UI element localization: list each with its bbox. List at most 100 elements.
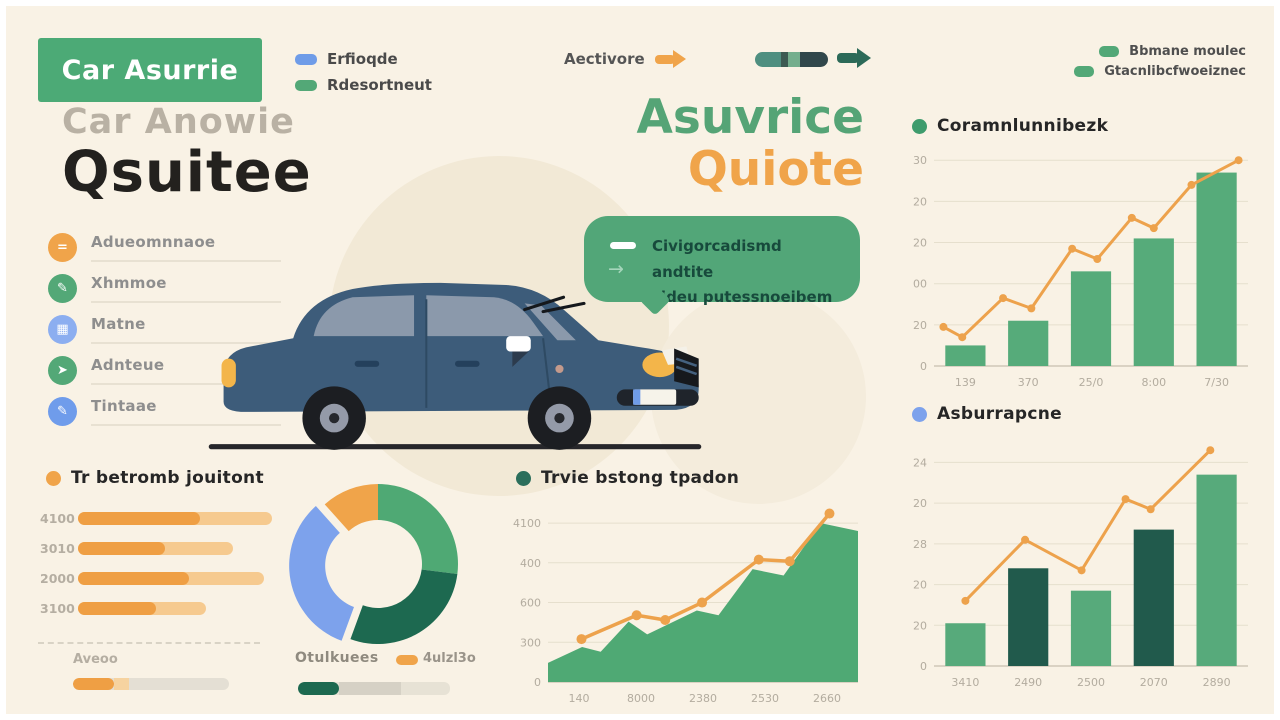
checklist-item[interactable]: ➤ Adnteue bbox=[48, 355, 281, 385]
section-title-label: Trvie bstong tpadon bbox=[541, 468, 740, 488]
x-tick-label: 8:00 bbox=[1141, 376, 1166, 389]
y-tick-label: 600 bbox=[520, 597, 541, 610]
grille-slat bbox=[675, 357, 698, 368]
progress-fill bbox=[73, 678, 114, 690]
bar bbox=[1196, 172, 1237, 366]
header-legend-left: Erfioqde Rdesortneut bbox=[295, 50, 432, 94]
line-marker bbox=[1206, 446, 1215, 455]
coverage-donut-chart bbox=[282, 480, 470, 648]
spend-bar-track bbox=[78, 512, 272, 525]
trend-area-chart: 0 300 600 400 4100 140 8000 2380 2530 2660 bbox=[510, 498, 866, 714]
spend-bar-label: 3010 bbox=[40, 541, 75, 556]
spend-bar-list: 4100 3010 2000 3100 bbox=[40, 511, 280, 632]
arrow-right-icon bbox=[654, 50, 686, 68]
line-marker bbox=[961, 596, 970, 605]
spend-bar-fill bbox=[78, 602, 156, 615]
wipers bbox=[523, 295, 586, 314]
green-pill-icon bbox=[295, 79, 317, 91]
checklist-label: Xhmmoe bbox=[91, 274, 167, 292]
bar bbox=[1070, 271, 1112, 366]
orange-swatch-icon bbox=[396, 655, 418, 665]
spend-bar-label: 2000 bbox=[40, 571, 75, 586]
rear-wheel bbox=[302, 386, 366, 450]
checklist-item[interactable]: ✎ Tintaae bbox=[48, 396, 281, 426]
grid-icon: ▦ bbox=[48, 314, 77, 344]
blue-pill-icon bbox=[295, 53, 317, 65]
x-tick-label: 7/30 bbox=[1204, 376, 1229, 389]
progress-fill bbox=[298, 682, 340, 695]
checklist-item[interactable]: = Adueomnnaoe bbox=[48, 232, 281, 262]
car-rear-window bbox=[313, 295, 415, 337]
x-tick-label: 2530 bbox=[751, 692, 779, 705]
x-tick-label: 139 bbox=[955, 376, 976, 389]
donut-legend-label: Otulkuees bbox=[295, 650, 379, 666]
brand-badge: Car Asurrie bbox=[38, 38, 262, 102]
line-marker bbox=[1234, 156, 1243, 165]
y-tick-label: 20 bbox=[913, 237, 927, 250]
fuel-dot bbox=[555, 364, 564, 374]
quote-heading: Asuvrice Quiote bbox=[526, 92, 864, 195]
tooltip-line2: sideu putessnoeibem bbox=[652, 288, 833, 306]
line-marker bbox=[784, 556, 795, 567]
progress-mid bbox=[113, 678, 130, 690]
top-right-bar-line-chart: 0 20 00 20 20 30 139 370 25/0 8:00 7/30 bbox=[904, 144, 1256, 398]
orange-dot-icon bbox=[46, 470, 61, 486]
x-tick-label: 3410 bbox=[951, 676, 979, 689]
line-marker bbox=[1077, 566, 1086, 575]
bar bbox=[1196, 474, 1237, 666]
spend-bar-label: 3100 bbox=[40, 601, 75, 616]
bottom-right-barline-svg: 0 20 20 28 20 24 3410 2490 2500 2070 2890 bbox=[913, 446, 1248, 689]
progress-mid bbox=[339, 682, 402, 695]
line-marker bbox=[1021, 535, 1030, 544]
x-tick-label: 2490 bbox=[1014, 676, 1042, 689]
progress-segments bbox=[755, 52, 828, 67]
y-tick-label: 0 bbox=[920, 360, 927, 373]
legend-label: Rdesortneut bbox=[327, 76, 432, 94]
green-swatch-icon bbox=[1099, 46, 1120, 57]
spend-bar-row: 2000 bbox=[40, 571, 280, 586]
y-tick-label: 20 bbox=[913, 579, 927, 592]
front-wheel bbox=[527, 386, 592, 450]
checklist-label: Adueomnnaoe bbox=[91, 233, 216, 251]
legend-label: Erfioqde bbox=[327, 50, 398, 68]
legend-item: Bbmane moulec bbox=[1099, 44, 1246, 59]
x-tick-label: 2070 bbox=[1140, 676, 1168, 689]
license-plate bbox=[633, 389, 677, 405]
checklist-item[interactable]: ✎ Xhmmoe bbox=[48, 273, 281, 303]
section-title-label: Coramnlunnibezk bbox=[937, 116, 1109, 136]
arrow-right-icon bbox=[837, 48, 871, 68]
car-windshield bbox=[524, 303, 576, 341]
bar bbox=[945, 345, 986, 366]
grille-slat bbox=[675, 365, 698, 376]
equals-icon: = bbox=[48, 232, 77, 262]
progress-segment bbox=[788, 52, 800, 67]
progress-segment bbox=[755, 52, 781, 67]
spend-section-title: Tr betromb jouitont bbox=[46, 468, 264, 488]
line-series bbox=[964, 449, 1212, 602]
spend-bar-fill bbox=[78, 512, 201, 525]
tooltip-line1: Civigorcadismd andtite bbox=[652, 237, 782, 281]
bar bbox=[945, 623, 986, 666]
x-tick-label: 25/0 bbox=[1079, 376, 1104, 389]
active-step-label: Aectivore bbox=[564, 50, 645, 68]
line-marker bbox=[1127, 213, 1136, 222]
spend-bar-fill bbox=[78, 572, 189, 585]
donut-slice-green bbox=[378, 484, 458, 575]
send-icon: ➤ bbox=[48, 355, 77, 385]
header-legend-right: Bbmane moulec Gtacnlibcfwoeiznec bbox=[1074, 44, 1246, 79]
spend-bar-label: 4100 bbox=[40, 511, 75, 526]
line-marker bbox=[631, 610, 642, 621]
checklist-item[interactable]: ▦ Matne bbox=[48, 314, 281, 344]
donut-slice-dark-teal bbox=[350, 569, 458, 644]
line-marker bbox=[753, 554, 764, 565]
quote-tooltip[interactable]: → Civigorcadismd andtite sideu putessnoe… bbox=[584, 216, 860, 306]
spend-progress-bar bbox=[73, 678, 229, 690]
car-illustration bbox=[199, 246, 711, 456]
bar bbox=[1008, 320, 1049, 366]
pencil-icon: ✎ bbox=[48, 273, 77, 303]
line-marker bbox=[576, 634, 587, 645]
line-marker bbox=[1149, 224, 1158, 233]
pencil-icon: ✎ bbox=[48, 396, 77, 426]
y-tick-label: 400 bbox=[520, 557, 541, 570]
bar bbox=[1133, 529, 1174, 666]
